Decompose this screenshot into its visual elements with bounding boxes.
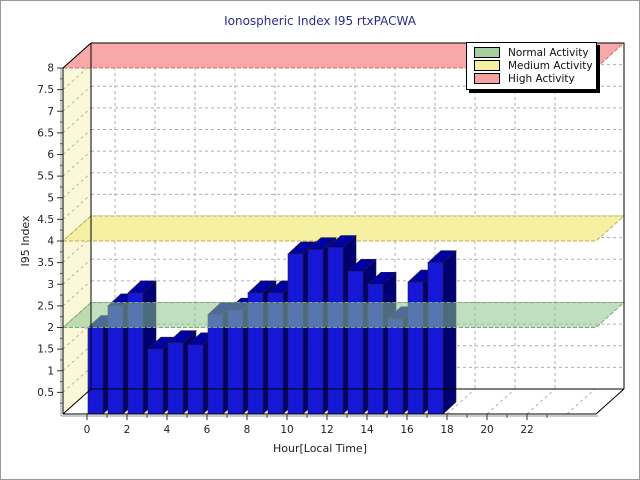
y-tick-label: 1.5 [37,344,54,356]
y-tick-label: 0.5 [37,387,54,399]
wall-gridline [62,150,92,177]
y-tick-label: 4 [47,236,54,248]
bar [207,314,224,415]
wall-gridline [62,345,92,372]
y-tick-label: 3 [47,279,54,291]
x-tick-label: 22 [520,424,533,436]
y-tick-label: 8 [47,63,54,75]
floor-gridline [486,388,516,415]
y-tick-label: 2 [47,322,54,334]
wall-gridline [62,64,92,90]
wall-gridline [62,237,92,263]
y-tick-label: 3.5 [37,257,54,269]
bar [287,253,304,415]
box-top-left-edge [62,42,92,69]
normal-activity-swatch-icon [474,47,500,58]
floor-gridline [566,388,596,415]
x-tick-label: 10 [280,424,293,436]
legend-item-normal: Normal Activity [471,46,592,59]
normal-activity-band [61,302,626,328]
legend-label: Medium Activity [508,59,593,72]
y-tick-label: 6.5 [37,127,54,139]
bar [387,318,404,415]
bar [147,348,164,415]
x-tick-label: 16 [400,424,414,436]
wall-gridline [62,172,92,199]
x-tick-label: 12 [320,424,333,436]
y-tick-label: 6 [47,149,54,161]
y-tick-label: 7 [47,106,54,118]
wall-gridline [62,367,92,393]
legend-label: Normal Activity [508,46,589,59]
chart-title: Ionospheric Index I95 rtxPACWA [224,14,416,28]
bar [407,281,424,415]
wall-gridline [62,258,92,285]
legend-item-high: High Activity [471,72,592,85]
y-tick-label: 5.5 [37,171,54,183]
x-tick-label: 0 [84,424,91,436]
legend: Normal Activity Medium Activity High Act… [466,42,597,90]
bar [427,262,444,415]
y-tick-label: 7.5 [37,84,54,96]
x-tick-label: 20 [480,424,493,436]
y-axis-title: I95 Index [19,215,32,267]
legend-label: High Activity [508,72,575,85]
x-tick-label: 8 [244,424,251,436]
x-axis-title: Hour[Local Time] [272,442,367,455]
legend-item-medium: Medium Activity [471,59,593,72]
bar [347,270,364,415]
wall-gridline [62,85,92,112]
y-tick-label: 4.5 [37,214,54,226]
x-tick-label: 14 [360,424,374,436]
box-floor-left-edge [62,388,92,415]
wall-gridline [62,323,92,350]
medium-activity-swatch-icon [474,60,500,71]
y-tick-label: 2.5 [37,300,54,312]
box-floor-right-edge [595,388,625,415]
x-tick-label: 4 [164,424,171,436]
wall-gridline [62,280,92,307]
floor-gridline [526,388,556,415]
bar [167,342,184,415]
y-tick-label: 1 [47,365,54,377]
x-tick-label: 2 [124,424,131,436]
x-tick-label: 18 [440,424,453,436]
bar [87,327,104,415]
wall-gridline [62,129,92,155]
x-tick-label: 6 [204,424,211,436]
floor-gridline [446,388,476,415]
high-activity-swatch-icon [474,73,500,84]
y-tick-label: 5 [47,192,54,204]
bar [187,344,204,415]
wall-gridline [62,107,92,134]
wall-gridline [62,194,92,220]
